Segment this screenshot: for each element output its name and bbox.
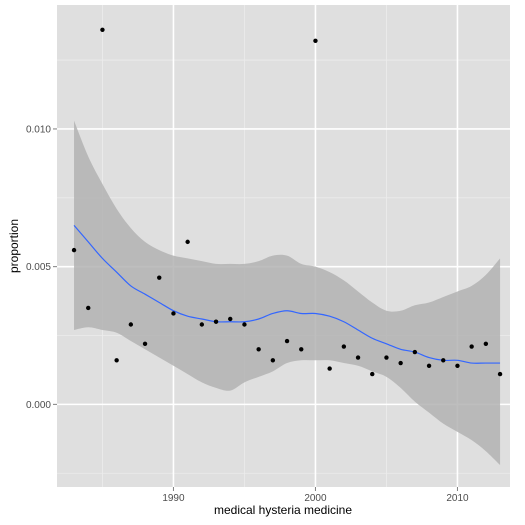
data-point — [327, 366, 332, 371]
data-point — [256, 347, 261, 352]
x-tick-label: 2000 — [304, 493, 327, 504]
data-point — [355, 355, 361, 360]
y-tick-label: 0.000 — [26, 400, 51, 411]
x-axis-ticks: 1990 2000 2010 — [162, 487, 469, 504]
data-point — [142, 341, 148, 346]
y-tick-label: 0.005 — [26, 262, 51, 273]
y-axis-title: proportion — [7, 219, 21, 273]
data-point — [412, 349, 418, 355]
data-point — [71, 247, 77, 253]
data-point — [171, 311, 176, 316]
data-point — [100, 27, 105, 32]
data-point — [384, 355, 389, 360]
data-point — [441, 358, 446, 363]
data-point — [185, 239, 190, 245]
data-point — [284, 338, 290, 344]
data-point — [398, 360, 403, 366]
data-point — [426, 363, 432, 369]
data-point — [341, 344, 347, 349]
data-point — [483, 341, 489, 346]
data-point — [370, 371, 375, 377]
data-point — [128, 322, 134, 327]
smooth-line — [73, 224, 501, 364]
data-point — [86, 305, 91, 311]
x-tick-label: 1990 — [162, 493, 185, 504]
minor-gridlines — [57, 5, 510, 487]
data-point — [497, 371, 503, 377]
data-point — [313, 38, 318, 44]
data-point — [242, 322, 247, 327]
data-point — [455, 363, 460, 369]
data-point — [270, 358, 276, 363]
x-axis-title: medical hysteria medicine — [214, 503, 352, 517]
data-point — [299, 347, 304, 352]
x-tick-label: 2010 — [446, 493, 469, 504]
data-point — [114, 358, 119, 363]
y-tick-label: 0.010 — [26, 124, 51, 135]
data-point — [469, 344, 474, 349]
y-axis-ticks: 0.000 0.005 0.010 — [26, 124, 57, 411]
data-point — [213, 319, 219, 324]
data-points — [71, 27, 503, 377]
data-point — [157, 275, 162, 280]
confidence-ribbon — [74, 120, 501, 465]
data-point — [228, 316, 233, 322]
data-point — [199, 322, 205, 327]
